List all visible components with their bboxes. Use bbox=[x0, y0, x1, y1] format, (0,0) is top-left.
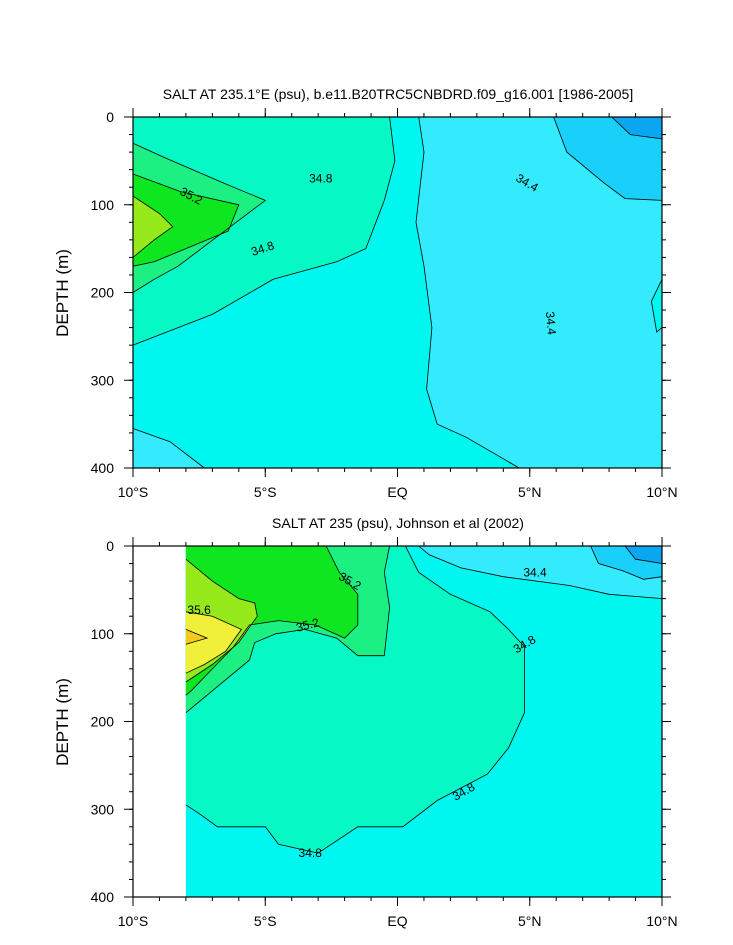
contour-line bbox=[418, 545, 663, 599]
contour-label-text: 34.8 bbox=[309, 171, 333, 185]
contour-line bbox=[650, 279, 663, 333]
bottom-panel-filled-regions bbox=[185, 546, 662, 897]
y-tick-label: 0 bbox=[106, 109, 114, 125]
contour-label-text: 34.4 bbox=[543, 311, 559, 336]
salinity-region-c35-4-35-6 bbox=[133, 196, 173, 258]
x-tick-label: 10°N bbox=[646, 484, 677, 500]
top-panel-axes: 10°S 5°S EQ 5°N 10°N 0 100 200 300 400 bbox=[91, 108, 678, 500]
x-tick-label: 5°S bbox=[254, 484, 277, 500]
contour-line bbox=[132, 195, 174, 258]
y-tick-label: 100 bbox=[91, 197, 115, 213]
salinity-region-c34-2-34-4 bbox=[553, 117, 662, 201]
contour-label: 34.8 bbox=[249, 238, 276, 259]
contour-label: 34.8 bbox=[309, 171, 333, 185]
x-tick-label: 5°S bbox=[254, 913, 277, 929]
contour-line bbox=[185, 545, 359, 696]
y-tick-label: 0 bbox=[106, 538, 114, 554]
contour-line bbox=[624, 545, 663, 564]
contour-line bbox=[132, 116, 396, 346]
salinity-region-c34-6-34-8 bbox=[651, 279, 662, 332]
contour-label: 35.6 bbox=[187, 603, 211, 617]
contour-label-text: 35.2 bbox=[295, 615, 321, 635]
salinity-region-lt-34-2 bbox=[625, 546, 662, 564]
contour-label: 35.2 bbox=[295, 615, 321, 635]
bottom-panel-ylabel: DEPTH (m) bbox=[53, 678, 72, 766]
contour-label-text: 35.6 bbox=[187, 603, 211, 617]
bottom-panel-axes: 10°S 5°S EQ 5°N 10°N 0 100 200 300 400 bbox=[91, 537, 678, 929]
x-tick-label: EQ bbox=[387, 484, 407, 500]
salinity-region-c35-2-35-4 bbox=[133, 174, 239, 267]
y-tick-label: 300 bbox=[91, 801, 115, 817]
contour-line bbox=[590, 545, 663, 580]
bottom-panel-title: SALT AT 235 (psu), Johnson et al (2002) bbox=[272, 515, 524, 531]
salinity-region-c35-2-35-4 bbox=[185, 546, 358, 696]
contour-label-text: 34.8 bbox=[299, 846, 323, 860]
bottom-panel-contour-lines bbox=[185, 545, 663, 854]
contour-line bbox=[185, 629, 209, 645]
salinity-region-gt-35-8 bbox=[185, 629, 208, 645]
top-panel-contour-lines bbox=[132, 116, 663, 469]
contour-label-text: 34.4 bbox=[523, 565, 547, 579]
y-tick-label: 200 bbox=[91, 285, 115, 301]
y-tick-label: 400 bbox=[91, 460, 115, 476]
y-tick-label: 400 bbox=[91, 889, 115, 905]
top-panel-model: SALT AT 235.1°E (psu), b.e11.B20TRC5CNBD… bbox=[53, 86, 678, 500]
x-tick-label: 10°S bbox=[118, 484, 149, 500]
x-tick-label: 10°N bbox=[646, 913, 677, 929]
top-panel-ylabel: DEPTH (m) bbox=[53, 249, 72, 337]
x-tick-label: 5°N bbox=[518, 484, 542, 500]
salinity-region-lt-34-2 bbox=[611, 117, 662, 139]
top-panel-filled-regions bbox=[133, 117, 662, 468]
contour-line bbox=[415, 116, 520, 469]
x-tick-label: 10°S bbox=[118, 913, 149, 929]
y-tick-label: 300 bbox=[91, 372, 115, 388]
contour-line bbox=[185, 611, 243, 674]
contour-line bbox=[132, 428, 205, 469]
contour-line bbox=[185, 545, 391, 714]
contour-label: 34.8 bbox=[299, 846, 323, 860]
top-panel-title: SALT AT 235.1°E (psu), b.e11.B20TRC5CNBD… bbox=[163, 86, 633, 102]
contour-line bbox=[553, 116, 663, 201]
y-tick-label: 200 bbox=[91, 714, 115, 730]
bottom-panel-observations: SALT AT 235 (psu), Johnson et al (2002) … bbox=[53, 515, 678, 929]
y-tick-label: 100 bbox=[91, 626, 115, 642]
contour-line bbox=[132, 142, 267, 293]
contour-line bbox=[185, 558, 258, 683]
contour-label-text: 34.8 bbox=[249, 238, 276, 259]
salinity-region-c35-6-35-8 bbox=[185, 611, 242, 674]
contour-line bbox=[185, 545, 525, 854]
contour-label: 34.4 bbox=[543, 311, 559, 336]
contour-line bbox=[611, 116, 663, 140]
contour-line bbox=[132, 173, 240, 267]
x-tick-label: EQ bbox=[387, 913, 407, 929]
contour-label: 34.4 bbox=[523, 565, 547, 579]
x-tick-label: 5°N bbox=[518, 913, 542, 929]
